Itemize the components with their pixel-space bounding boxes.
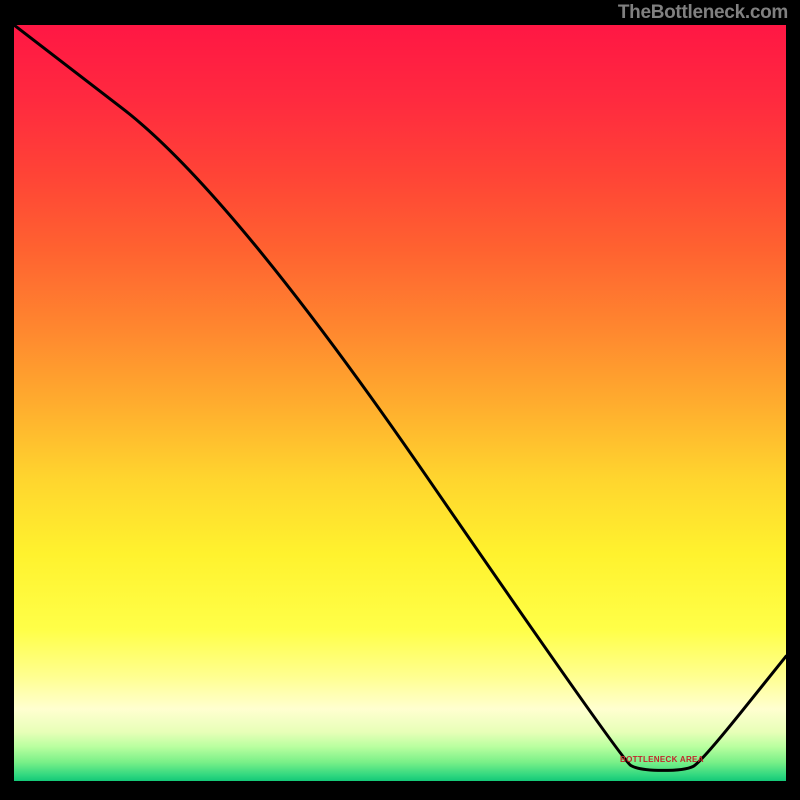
bottleneck-curve [14,25,786,770]
watermark-text: TheBottleneck.com [618,2,788,24]
chart-line-layer [14,25,786,781]
plot-area: BOTTLENECK AREA [14,25,786,781]
bottleneck-area-label: BOTTLENECK AREA [620,755,704,764]
